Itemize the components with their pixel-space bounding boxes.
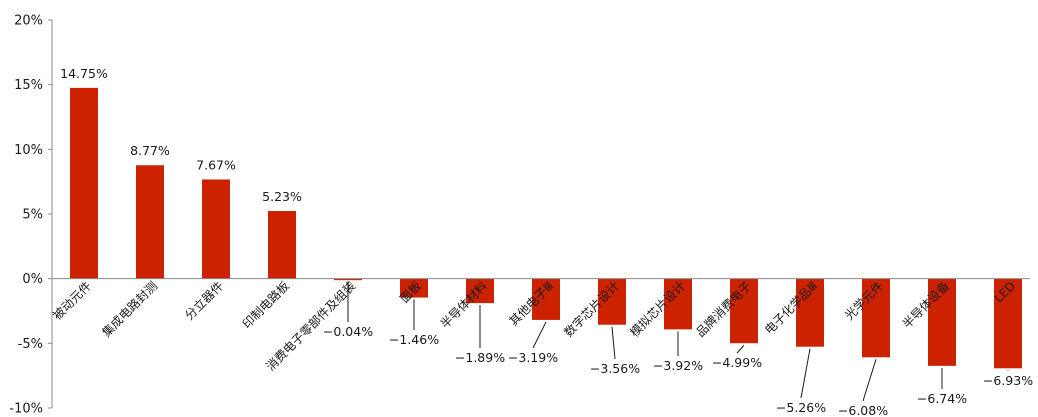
y-tick-label: -5% — [18, 337, 43, 352]
category-label: 分立器件 — [182, 278, 227, 323]
y-tick-label: 10% — [14, 143, 43, 158]
y-tick-label: -10% — [9, 402, 43, 417]
bar — [928, 278, 956, 366]
bar — [202, 179, 230, 279]
data-label: −5.26% — [776, 400, 826, 415]
bar — [334, 278, 362, 281]
y-axis: 20% 15% 10% 5% 0% -5% -10% — [9, 14, 53, 417]
leader-line — [532, 321, 547, 349]
bar — [400, 278, 428, 298]
data-label: −4.99% — [712, 355, 762, 370]
data-label: −3.19% — [508, 350, 558, 365]
leader-line — [862, 359, 877, 402]
category-label: 被动元件 — [50, 279, 94, 323]
bar — [268, 211, 296, 279]
data-label: −3.92% — [653, 358, 703, 373]
data-label: −6.93% — [983, 373, 1033, 388]
data-label: −1.46% — [389, 332, 439, 347]
data-label: 8.77% — [130, 143, 170, 158]
bars — [70, 87, 1022, 369]
leader-line — [611, 326, 616, 360]
bar — [994, 278, 1022, 369]
data-label: 7.67% — [196, 157, 236, 172]
bar — [598, 278, 626, 325]
bar — [70, 87, 98, 279]
data-label: 5.23% — [262, 189, 302, 204]
data-label: −1.89% — [455, 350, 505, 365]
leader-line — [736, 344, 745, 354]
data-label: 14.75% — [60, 66, 108, 81]
y-tick-label: 0% — [22, 272, 43, 287]
data-label: −0.04% — [323, 324, 373, 339]
y-tick-label: 15% — [14, 78, 43, 93]
data-label: −6.74% — [917, 391, 967, 406]
bar — [532, 278, 560, 320]
data-label: −6.08% — [838, 403, 888, 417]
data-labels: 14.75%8.77%7.67%5.23%−0.04%−1.46%−1.89% −… — [60, 66, 1033, 417]
data-label: −3.56% — [590, 361, 640, 376]
bar — [796, 278, 824, 347]
bar — [862, 278, 890, 358]
bar — [466, 278, 494, 304]
y-tick-label: 20% — [14, 14, 43, 29]
y-tick-label: 5% — [22, 208, 43, 223]
bar — [136, 165, 164, 279]
category-label: 集成电路封测 — [99, 278, 161, 340]
bar — [730, 278, 758, 344]
category-label: 半导体材料 — [438, 279, 490, 331]
leader-line — [800, 348, 811, 399]
category-label: 印制电路板 — [239, 278, 292, 331]
bar — [664, 278, 692, 330]
